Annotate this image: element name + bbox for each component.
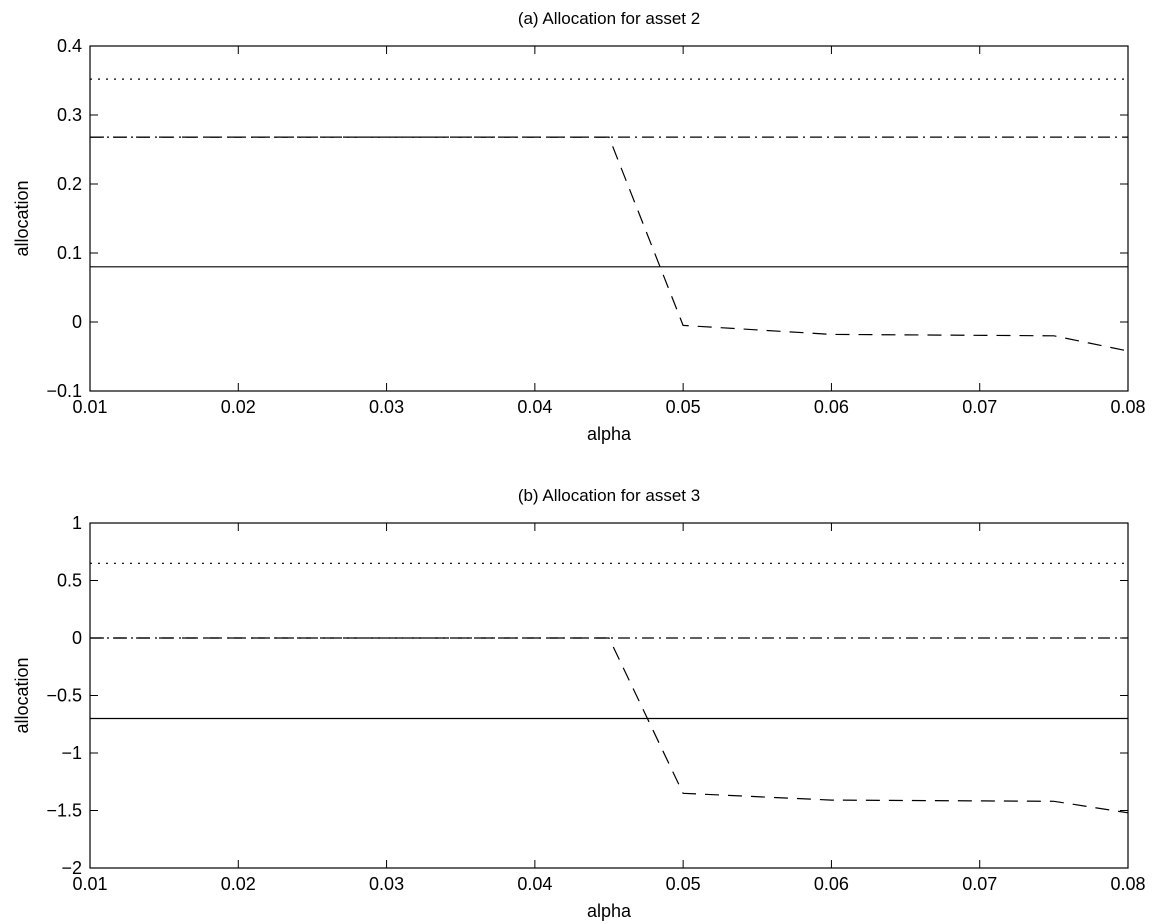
- x-tick-label: 0.01: [72, 874, 107, 894]
- y-tick-label: 0.1: [57, 243, 82, 263]
- x-axis-label: alpha: [587, 424, 632, 444]
- plot-frame: [89, 45, 1129, 392]
- series-line-dashed: [90, 637, 1129, 814]
- y-tick-label: −0.1: [46, 381, 82, 401]
- x-tick-label: 0.07: [962, 397, 997, 417]
- x-tick-label: 0.05: [666, 874, 701, 894]
- series-line-dashed: [90, 136, 1129, 352]
- x-tick-label: 0.07: [962, 874, 997, 894]
- x-axis-label: alpha: [587, 901, 632, 921]
- chart-title: (a) Allocation for asset 2: [518, 9, 700, 28]
- x-tick-label: 0.08: [1110, 397, 1145, 417]
- x-tick-label: 0.04: [517, 397, 552, 417]
- x-tick-label: 0.05: [666, 397, 701, 417]
- y-tick-label: 0.4: [57, 36, 82, 56]
- y-tick-label: 0.5: [57, 571, 82, 591]
- y-tick-label: −0.5: [46, 686, 82, 706]
- x-tick-label: 0.06: [814, 397, 849, 417]
- y-tick-label: 0.2: [57, 174, 82, 194]
- x-tick-label: 0.03: [369, 874, 404, 894]
- y-axis-label: allocation: [12, 657, 32, 733]
- y-tick-label: 1: [72, 513, 82, 533]
- x-tick-label: 0.04: [517, 874, 552, 894]
- y-tick-label: −1.5: [46, 801, 82, 821]
- x-tick-label: 0.02: [221, 397, 256, 417]
- y-tick-label: 0: [72, 312, 82, 332]
- chart-panel-a: 0.01 0.02 0.03 0.04 0.05 0.06 0.07 0.08 −0.1 0 0.1…: [12, 9, 1146, 444]
- x-tick-label: 0.03: [369, 397, 404, 417]
- plot-frame: [89, 522, 1129, 869]
- y-axis-label: allocation: [12, 180, 32, 256]
- y-tick-label: −1: [61, 743, 82, 763]
- x-tick-label: 0.02: [221, 874, 256, 894]
- chart-panel-b: 0.01 0.02 0.03 0.04 0.05 0.06 0.07 0.08 −2 −1.5 −1…: [12, 486, 1146, 921]
- y-tick-label: 0: [72, 628, 82, 648]
- y-tick-label: 0.3: [57, 105, 82, 125]
- x-tick-label: 0.01: [72, 397, 107, 417]
- chart-title: (b) Allocation for asset 3: [518, 486, 700, 505]
- x-tick-label: 0.08: [1110, 874, 1145, 894]
- y-tick-label: −2: [61, 858, 82, 878]
- x-tick-label: 0.06: [814, 874, 849, 894]
